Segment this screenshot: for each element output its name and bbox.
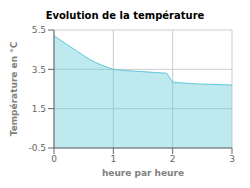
- svg-text:3: 3: [229, 154, 235, 164]
- svg-text:3.5: 3.5: [32, 65, 46, 75]
- svg-text:Température en °C: Température en °C: [9, 41, 19, 136]
- svg-text:1: 1: [110, 154, 116, 164]
- svg-text:-0.5: -0.5: [28, 143, 46, 153]
- svg-text:1.5: 1.5: [32, 104, 46, 114]
- svg-text:5.5: 5.5: [32, 25, 46, 35]
- html-text:Evolution de la température: Evolution de la température: [45, 10, 205, 21]
- svg-text:2: 2: [170, 154, 176, 164]
- svg-text:0: 0: [51, 154, 57, 164]
- svg-text:heure par heure: heure par heure: [102, 168, 184, 178]
